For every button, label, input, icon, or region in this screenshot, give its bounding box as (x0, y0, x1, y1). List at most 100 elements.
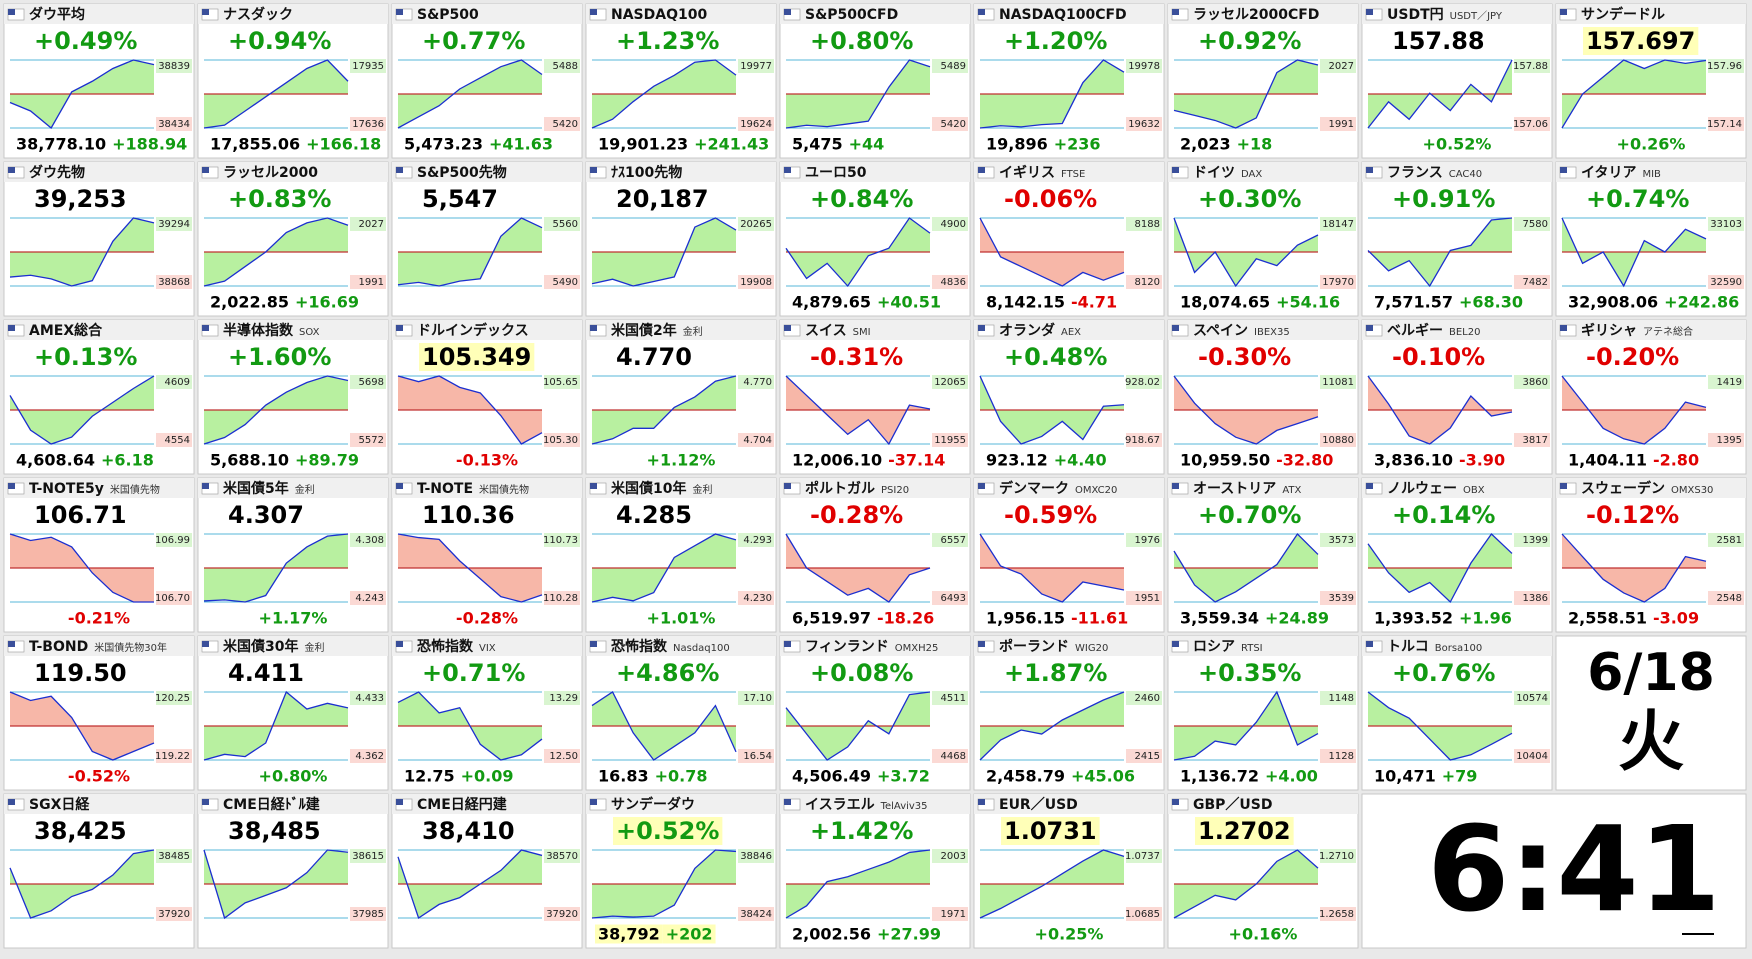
big-value: +0.74% (1586, 185, 1689, 213)
axis-label: 3539 (1329, 593, 1354, 604)
axis-label-bg (738, 59, 774, 73)
axis-label: 37920 (546, 909, 578, 920)
tile-name: CME日経ﾄﾞﾙ建 (223, 796, 320, 813)
header-bg (1168, 636, 1358, 656)
market-tile: GBP／USD 1.2702 1.2710 1.2658 +0.16% (1167, 793, 1359, 949)
foot-price: 5,475 (792, 135, 843, 154)
market-tile: ロシア RTSI +0.35% 1148 1128 1,136.72 +4.00 (1167, 635, 1359, 791)
foot-value: -0.28% (456, 609, 518, 628)
tile-name: トルコ (1387, 639, 1429, 655)
big-value: +0.83% (228, 185, 331, 213)
header-bg (392, 794, 582, 814)
tile-bg (1555, 319, 1747, 475)
highlight (662, 924, 716, 944)
axis-label: 4.230 (743, 593, 772, 604)
tile-subtitle: OMXH25 (895, 643, 939, 654)
axis-label: 11081 (1322, 377, 1354, 388)
header-bg (4, 794, 194, 814)
tile-name: USDT円 (1387, 7, 1444, 23)
axis-label-bg (1708, 375, 1744, 389)
axis-label-bg (1320, 691, 1356, 705)
axis-label: 1991 (1329, 119, 1354, 130)
foot-change: +18 (1237, 135, 1273, 154)
header-bg (586, 4, 776, 24)
axis-label-bg (738, 217, 774, 231)
axis-label-bg (544, 375, 580, 389)
axis-label: 5572 (359, 435, 384, 446)
axis-label: 4.704 (743, 435, 772, 446)
header-bg (1362, 320, 1552, 340)
market-tile: 恐怖指数 VIX +0.71% 13.29 12.50 12.75 +0.09 (391, 635, 583, 791)
market-tile: S&P500先物 5,547 5560 5490 (391, 161, 583, 317)
axis-label: 1.2658 (1319, 909, 1354, 920)
axis-label-bg (156, 217, 192, 231)
tile-bg (1167, 161, 1359, 317)
axis-label-bg (932, 849, 968, 863)
flag-mark (1366, 9, 1373, 15)
price-line (9, 217, 155, 287)
header-bg (1556, 320, 1746, 340)
price-line (979, 217, 1125, 287)
flag-mark (8, 799, 15, 805)
market-tile: NASDAQ100 +1.23% 19977 19624 19,901.23 +241.4… (585, 3, 777, 159)
tile-name: 恐怖指数 (417, 638, 474, 655)
market-tile: イギリス FTSE -0.06% 8188 8120 8,142.15 -4.71 (973, 161, 1165, 317)
foot-price: 17,855.06 (210, 135, 300, 154)
axis-label-bg (738, 749, 774, 763)
axis-label-bg (1514, 117, 1550, 131)
foot-change: +45.06 (1071, 767, 1135, 786)
header-bg (780, 4, 970, 24)
axis-label: 37920 (158, 909, 190, 920)
header-bg (1362, 636, 1552, 656)
axis-label: 32590 (1710, 277, 1742, 288)
axis-label-bg (1514, 691, 1550, 705)
axis-label-bg (350, 275, 386, 289)
axis-label-bg (1514, 749, 1550, 763)
axis-label-bg (156, 59, 192, 73)
flag-mark (1172, 9, 1179, 15)
tile-name: ラッセル2000CFD (1193, 7, 1319, 23)
big-value: -0.20% (1586, 343, 1679, 371)
header-bg (974, 320, 1164, 340)
tile-name: CME日経円建 (417, 796, 507, 813)
market-tile: ドイツ DAX +0.30% 18147 17970 18,074.65 +54.16 (1167, 161, 1359, 317)
axis-label-bg (932, 117, 968, 131)
market-tile: ラッセル2000 +0.83% 2027 1991 2,022.85 +16.69 (197, 161, 389, 317)
header-bg (586, 162, 776, 182)
axis-label-bg (932, 749, 968, 763)
axis-label: 2581 (1717, 535, 1742, 546)
tile-bg (3, 161, 195, 317)
tile-subtitle: BEL20 (1449, 327, 1480, 338)
market-tile: NASDAQ100CFD +1.20% 19978 19632 19,896 +236 (973, 3, 1165, 159)
flag-mark (590, 325, 597, 331)
axis-label: 5488 (553, 61, 578, 72)
tile-bg (1361, 3, 1553, 159)
big-value: +0.52% (616, 817, 719, 845)
axis-label-bg (350, 591, 386, 605)
header-bg (586, 478, 776, 498)
axis-label: 918.67 (1125, 435, 1160, 446)
flag-mark (1172, 483, 1179, 489)
axis-label-bg (544, 433, 580, 447)
tile-subtitle: AEX (1061, 327, 1081, 338)
axis-label: 110.73 (543, 535, 578, 546)
foot-change: +44 (849, 135, 885, 154)
axis-label: 1991 (359, 277, 384, 288)
flag-mark (202, 9, 209, 15)
market-tile: イスラエル TelAviv35 +1.42% 2003 1971 2,002.56 +27.… (779, 793, 971, 949)
tile-subtitle: TelAviv35 (880, 801, 928, 812)
tile-name: NASDAQ100 (611, 7, 707, 23)
foot-value: -0.21% (68, 609, 130, 628)
tile-bg (779, 161, 971, 317)
axis-label: 106.70 (155, 593, 190, 604)
foot-value: -0.13% (456, 451, 518, 470)
axis-label-bg (1708, 217, 1744, 231)
tile-bg (779, 635, 971, 791)
axis-label-bg (350, 375, 386, 389)
highlight (595, 924, 663, 944)
big-value: -0.12% (1586, 501, 1679, 529)
tile-bg (197, 793, 389, 949)
price-line (591, 217, 737, 287)
foot-change: -32.80 (1276, 451, 1333, 470)
tile-name: オーストリア (1193, 481, 1276, 497)
